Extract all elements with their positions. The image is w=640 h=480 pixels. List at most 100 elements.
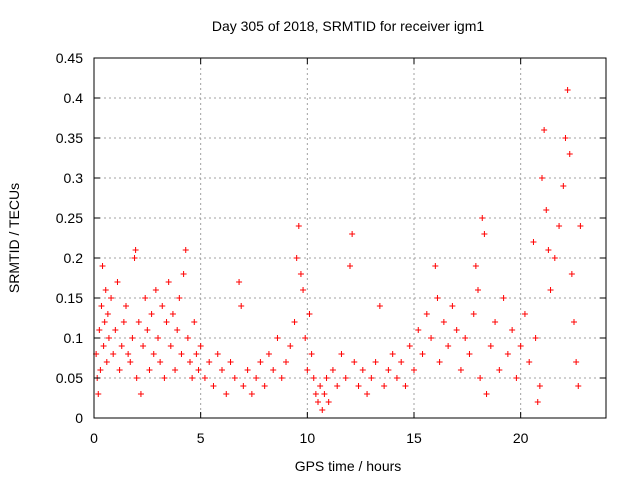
data-point bbox=[132, 247, 139, 253]
data-point bbox=[312, 391, 319, 397]
data-point bbox=[123, 303, 129, 309]
data-point bbox=[504, 351, 511, 357]
x-tick-label: 10 bbox=[300, 430, 316, 446]
data-point bbox=[530, 239, 537, 245]
data-point bbox=[172, 367, 179, 373]
data-point bbox=[104, 311, 111, 317]
data-point bbox=[278, 375, 285, 381]
data-point bbox=[334, 383, 341, 389]
data-point bbox=[174, 327, 181, 333]
data-point bbox=[310, 375, 317, 381]
data-point bbox=[261, 383, 268, 389]
data-point bbox=[189, 375, 196, 381]
y-tick-label: 0.15 bbox=[56, 290, 83, 306]
data-point bbox=[100, 343, 107, 349]
data-point bbox=[300, 287, 307, 293]
tick-marks bbox=[93, 57, 606, 419]
data-point bbox=[541, 127, 548, 133]
data-point bbox=[163, 319, 170, 325]
data-point bbox=[116, 367, 123, 373]
data-point bbox=[571, 319, 577, 325]
data-point bbox=[219, 367, 225, 373]
data-point bbox=[120, 319, 127, 325]
data-point bbox=[323, 375, 330, 381]
data-point bbox=[364, 391, 371, 397]
data-point bbox=[140, 343, 147, 349]
data-point bbox=[428, 335, 435, 341]
data-point bbox=[99, 263, 106, 269]
data-point bbox=[562, 135, 569, 141]
data-point bbox=[283, 359, 289, 365]
data-point bbox=[411, 367, 417, 373]
data-point bbox=[349, 231, 356, 237]
data-point bbox=[95, 391, 102, 397]
y-tick-label: 0.05 bbox=[56, 370, 83, 386]
data-point bbox=[513, 375, 520, 381]
data-point bbox=[148, 311, 155, 317]
data-point bbox=[419, 351, 426, 357]
data-point bbox=[103, 359, 110, 365]
data-point bbox=[457, 367, 464, 373]
data-point bbox=[137, 391, 144, 397]
data-point bbox=[108, 295, 115, 301]
data-point bbox=[206, 359, 213, 365]
data-point bbox=[551, 255, 558, 261]
data-point bbox=[351, 359, 358, 365]
data-point bbox=[477, 375, 484, 381]
data-point bbox=[440, 319, 447, 325]
y-axis-label: SRMTID / TECUs bbox=[6, 183, 22, 293]
data-point bbox=[306, 311, 313, 317]
data-point bbox=[146, 367, 153, 373]
data-point bbox=[393, 375, 400, 381]
plot-frame bbox=[93, 57, 607, 419]
data-point bbox=[449, 303, 456, 309]
data-point bbox=[127, 359, 134, 365]
data-point bbox=[201, 375, 208, 381]
x-tick-label: 15 bbox=[406, 430, 422, 446]
data-point bbox=[97, 367, 104, 373]
data-point bbox=[240, 383, 247, 389]
data-points bbox=[93, 87, 584, 413]
data-point bbox=[566, 151, 573, 157]
data-point bbox=[131, 255, 138, 261]
data-point bbox=[118, 343, 125, 349]
data-point bbox=[568, 271, 575, 277]
data-point bbox=[560, 183, 567, 189]
data-point bbox=[265, 351, 272, 357]
data-point bbox=[165, 279, 172, 285]
y-tick-labels: 0 0.05 0.1 0.15 0.2 0.25 0.3 0.35 0.4 0.45 bbox=[56, 50, 83, 426]
y-tick-label: 0 bbox=[75, 410, 83, 426]
data-point bbox=[564, 87, 571, 93]
data-point bbox=[317, 383, 324, 389]
data-point bbox=[308, 351, 315, 357]
data-point bbox=[575, 383, 582, 389]
data-point bbox=[319, 407, 326, 413]
data-point bbox=[355, 383, 362, 389]
data-point bbox=[129, 335, 136, 341]
x-tick-label: 0 bbox=[90, 430, 98, 446]
data-point bbox=[150, 351, 157, 357]
data-point bbox=[445, 343, 452, 349]
data-point bbox=[547, 287, 554, 293]
y-tick-label: 0.35 bbox=[56, 130, 83, 146]
data-point bbox=[176, 295, 183, 301]
data-point bbox=[178, 351, 185, 357]
data-point bbox=[182, 247, 189, 253]
data-point bbox=[573, 359, 580, 365]
data-point bbox=[556, 223, 563, 229]
data-point bbox=[432, 263, 439, 269]
data-point bbox=[470, 311, 477, 317]
data-point bbox=[157, 359, 164, 365]
y-tick-label: 0.45 bbox=[56, 50, 83, 66]
data-point bbox=[539, 175, 545, 181]
data-point bbox=[479, 215, 486, 221]
data-point bbox=[297, 271, 304, 277]
data-point bbox=[436, 359, 443, 365]
data-point bbox=[105, 335, 112, 341]
data-point bbox=[509, 327, 516, 333]
x-tick-label: 20 bbox=[513, 430, 529, 446]
data-point bbox=[423, 311, 430, 317]
y-tick-label: 0.4 bbox=[64, 90, 84, 106]
data-point bbox=[96, 327, 103, 333]
